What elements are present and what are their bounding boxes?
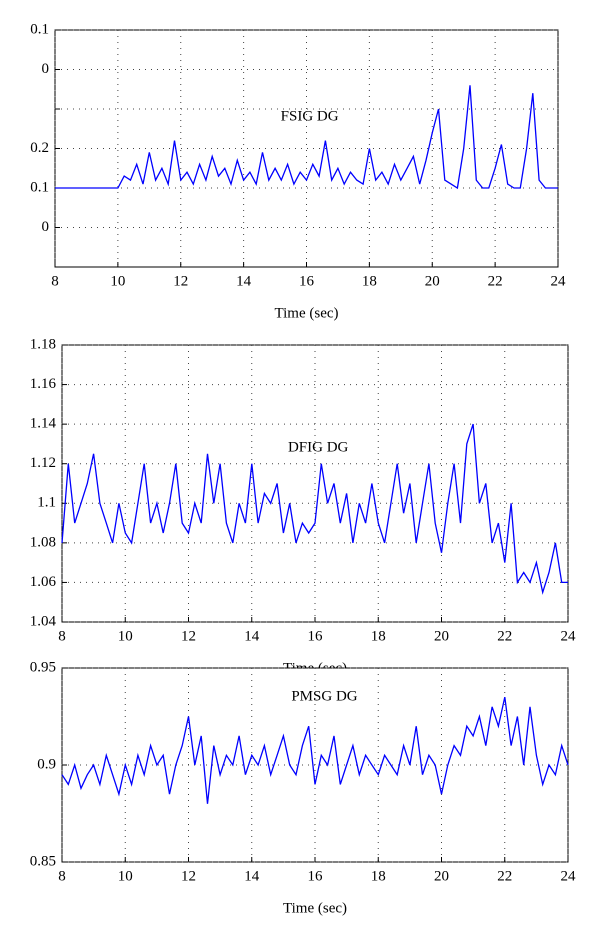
annotation: PMSG DG — [291, 689, 357, 705]
x-tick-label: 14 — [244, 628, 260, 644]
y-tick-label: 0.2 — [30, 140, 49, 156]
x-axis-label: Time (sec) — [274, 305, 338, 321]
x-tick-label: 8 — [58, 628, 66, 644]
x-tick-label: 18 — [371, 628, 386, 644]
y-tick-label: 0 — [42, 219, 50, 235]
y-tick-label: 1.16 — [30, 376, 57, 392]
x-tick-label: 8 — [58, 868, 66, 884]
data-line — [55, 85, 558, 190]
y-tick-label: 1.18 — [30, 336, 56, 352]
y-tick-label: 1.12 — [30, 455, 56, 471]
y-tick-label: 1.1 — [37, 495, 56, 511]
x-tick-label: 24 — [561, 868, 577, 884]
annotation: DFIG DG — [288, 439, 349, 455]
y-tick-label: 0 — [42, 61, 50, 77]
x-axis-label: Time (sec) — [283, 900, 347, 916]
data-line — [61, 696, 569, 804]
x-tick-label: 14 — [236, 273, 252, 289]
y-tick-label: 0.1 — [30, 21, 49, 37]
y-tick-label: 0.85 — [30, 853, 56, 869]
x-tick-label: 22 — [488, 273, 503, 289]
x-tick-label: 12 — [173, 273, 188, 289]
plot-frame — [54, 29, 559, 268]
y-tick-label: 1.06 — [30, 574, 57, 590]
x-tick-label: 24 — [551, 273, 567, 289]
x-tick-label: 8 — [51, 273, 59, 289]
x-tick-label: 20 — [425, 273, 440, 289]
x-tick-label: 10 — [118, 628, 133, 644]
x-tick-label: 10 — [118, 868, 133, 884]
y-tick-label: 1.14 — [30, 416, 57, 432]
x-tick-label: 18 — [371, 868, 386, 884]
y-tick-label: 0.9 — [37, 756, 56, 772]
y-tick-label: 1.08 — [30, 534, 56, 550]
data-line — [61, 423, 568, 595]
y-tick-label: 0.95 — [30, 659, 56, 675]
x-tick-label: 20 — [434, 628, 449, 644]
x-tick-label: 12 — [181, 868, 196, 884]
x-tick-label: 12 — [181, 628, 196, 644]
x-tick-label: 16 — [299, 273, 315, 289]
x-tick-label: 14 — [244, 868, 260, 884]
y-tick-label: 1.04 — [30, 613, 57, 629]
x-tick-label: 22 — [497, 868, 512, 884]
annotation: FSIG DG — [281, 108, 339, 124]
y-tick-label: 0.1 — [30, 179, 49, 195]
x-tick-label: 16 — [308, 628, 324, 644]
x-tick-label: 10 — [110, 273, 125, 289]
x-tick-label: 24 — [561, 628, 577, 644]
x-tick-label: 16 — [308, 868, 324, 884]
x-tick-label: 22 — [497, 628, 512, 644]
x-tick-label: 18 — [362, 273, 377, 289]
x-tick-label: 20 — [434, 868, 449, 884]
